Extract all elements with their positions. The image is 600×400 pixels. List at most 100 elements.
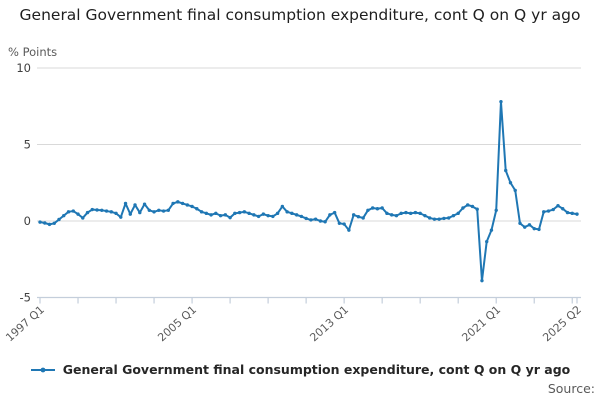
data-point-marker: [176, 200, 180, 204]
data-point-marker: [166, 208, 171, 212]
data-point-marker: [90, 207, 94, 212]
data-point-marker: [138, 210, 142, 215]
data-point-marker: [147, 208, 151, 212]
data-point-marker: [52, 221, 56, 225]
data-point-marker: [223, 213, 228, 217]
data-point-marker: [43, 221, 47, 225]
data-point-marker: [247, 211, 251, 216]
data-point-marker: [437, 217, 441, 221]
chart-title: General Government final consumption exp…: [0, 6, 600, 25]
data-point-marker: [100, 208, 104, 212]
data-point-marker: [480, 278, 484, 283]
data-point-marker: [408, 211, 413, 216]
data-point-marker: [556, 204, 560, 208]
data-point-marker: [185, 203, 190, 207]
data-point-marker: [337, 221, 342, 225]
data-point-marker: [318, 219, 323, 223]
data-point-marker: [57, 217, 61, 222]
data-point-marker: [242, 210, 247, 214]
data-point-marker: [546, 209, 551, 213]
data-point-marker: [109, 210, 113, 214]
data-point-marker: [432, 217, 437, 221]
data-point-marker: [456, 211, 460, 216]
data-point-marker: [62, 213, 66, 218]
data-point-marker: [508, 181, 513, 185]
data-point-marker: [309, 218, 313, 222]
legend-series-label: General Government final consumption exp…: [62, 362, 571, 377]
x-tick-label: 1997 Q1: [3, 303, 47, 344]
x-tick-label: 2013 Q1: [307, 303, 351, 344]
data-point-marker: [214, 211, 218, 216]
data-point-marker: [275, 211, 280, 216]
data-point-marker: [575, 212, 579, 216]
x-tick-label: 2005 Q1: [155, 303, 199, 344]
data-point-marker: [204, 211, 209, 216]
data-point-marker: [266, 213, 270, 218]
data-point-marker: [252, 213, 256, 217]
data-point-marker: [551, 207, 555, 212]
data-point-marker: [304, 216, 308, 221]
y-tick-label: 5: [24, 138, 31, 152]
data-point-marker: [523, 225, 527, 229]
data-point-marker: [285, 210, 289, 214]
data-point-marker: [399, 211, 403, 216]
data-point-marker: [504, 168, 508, 173]
data-point-marker: [423, 213, 427, 218]
data-point-marker: [370, 206, 375, 210]
data-point-marker: [76, 212, 80, 216]
data-point-marker: [518, 221, 522, 225]
data-point-marker: [542, 210, 546, 214]
data-point-marker: [442, 216, 446, 221]
data-point-marker: [527, 223, 532, 227]
data-point-marker: [38, 220, 42, 224]
data-point-marker: [366, 208, 370, 212]
data-point-marker: [328, 213, 332, 217]
legend-line-marker-icon: [30, 367, 55, 372]
data-point-marker: [228, 215, 232, 220]
data-point-marker: [171, 201, 175, 206]
data-point-marker: [195, 207, 199, 211]
data-point-marker: [104, 209, 109, 213]
data-point-marker: [489, 228, 494, 232]
data-point-marker: [389, 213, 394, 217]
data-point-marker: [375, 207, 380, 211]
data-point-marker: [323, 220, 327, 224]
data-point-marker: [347, 228, 351, 232]
data-point-marker: [142, 202, 147, 206]
data-point-marker: [380, 206, 384, 210]
y-tick-label: -5: [20, 291, 31, 305]
data-point-marker: [446, 216, 451, 220]
data-point-marker: [561, 207, 565, 211]
data-point-marker: [485, 239, 489, 244]
data-point-marker: [313, 217, 318, 221]
data-point-marker: [413, 210, 418, 215]
x-tick-label: 2025 Q2: [540, 303, 584, 344]
data-point-marker: [180, 201, 185, 206]
data-point-marker: [294, 213, 299, 217]
data-point-marker: [128, 212, 132, 216]
data-point-marker: [152, 210, 156, 214]
data-point-marker: [356, 215, 361, 219]
data-point-marker: [537, 227, 541, 232]
data-point-marker: [475, 207, 479, 211]
data-point-marker: [565, 210, 570, 215]
data-point-marker: [404, 210, 408, 215]
data-point-marker: [261, 212, 266, 216]
data-point-marker: [123, 201, 128, 206]
data-point-marker: [351, 213, 356, 217]
data-point-marker: [470, 204, 475, 209]
data-point-marker: [385, 211, 389, 216]
data-point-marker: [299, 214, 304, 219]
data-point-marker: [133, 203, 137, 207]
data-line: [39, 100, 578, 282]
source-label: Source:: [547, 381, 595, 396]
data-point-marker: [513, 188, 517, 193]
data-point-marker: [233, 211, 237, 216]
data-point-marker: [461, 206, 465, 210]
data-point-marker: [271, 214, 275, 219]
y-tick-label: 0: [24, 214, 31, 228]
data-point-marker: [157, 208, 161, 212]
data-point-marker: [451, 213, 456, 218]
